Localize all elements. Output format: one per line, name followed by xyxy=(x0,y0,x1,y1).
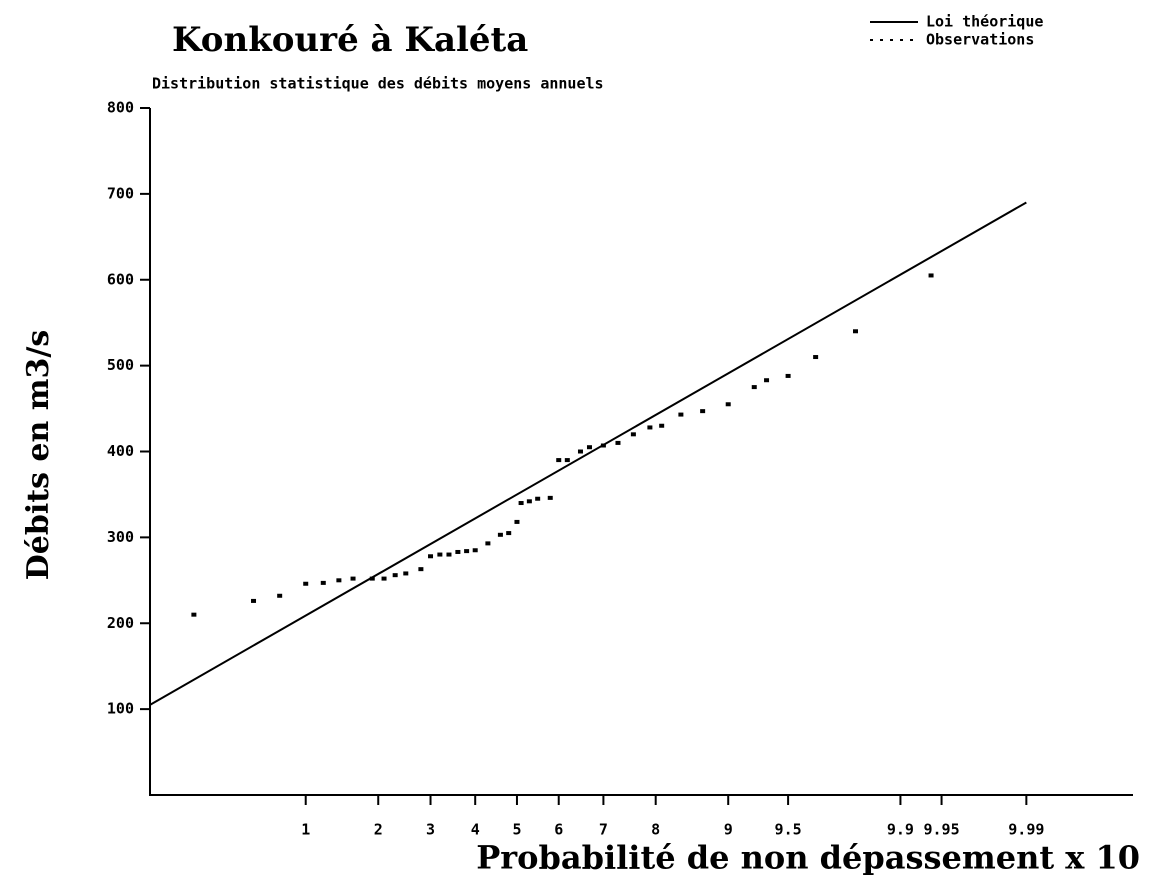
observation xyxy=(600,443,606,448)
x-tick-label: 1 xyxy=(301,821,310,839)
y-tick-label: 600 xyxy=(107,270,134,288)
observation xyxy=(547,495,553,500)
observation xyxy=(497,532,503,537)
observation xyxy=(446,552,452,557)
observation xyxy=(381,576,387,581)
observation xyxy=(506,531,512,536)
observation xyxy=(514,519,520,524)
observation xyxy=(437,552,443,557)
observation xyxy=(251,598,257,603)
observation xyxy=(191,612,197,617)
observation xyxy=(700,409,706,414)
legend-label: Observations xyxy=(926,31,1034,49)
y-axis-label: Débits en m3/s xyxy=(21,330,56,580)
x-axis-label: Probabilité de non dépassement x 10 xyxy=(476,839,1140,877)
y-tick-label: 400 xyxy=(107,442,134,460)
observation xyxy=(303,581,309,586)
observation xyxy=(418,567,424,572)
observation xyxy=(403,571,409,576)
x-tick-label: 7 xyxy=(599,821,608,839)
x-tick-label: 9.9 xyxy=(887,821,914,839)
x-tick-label: 9.5 xyxy=(775,821,802,839)
observation xyxy=(369,576,375,581)
y-tick-label: 100 xyxy=(107,700,134,718)
observation xyxy=(751,385,757,390)
observation xyxy=(518,501,524,506)
x-tick-label: 3 xyxy=(426,821,435,839)
observation xyxy=(320,580,326,585)
observation xyxy=(526,499,532,504)
observation xyxy=(928,273,934,278)
y-tick-label: 200 xyxy=(107,614,134,632)
observation xyxy=(615,440,621,445)
observation xyxy=(564,458,570,463)
observation xyxy=(556,458,562,463)
observation xyxy=(350,576,356,581)
observation xyxy=(678,412,684,417)
observation xyxy=(725,402,731,407)
chart-title: Konkouré à Kaléta xyxy=(172,20,528,60)
observation xyxy=(277,593,283,598)
observation xyxy=(630,432,636,437)
observation xyxy=(392,573,398,578)
observation xyxy=(336,578,342,583)
x-tick-label: 9 xyxy=(724,821,733,839)
x-tick-label: 2 xyxy=(374,821,383,839)
observation xyxy=(428,554,434,559)
observation xyxy=(464,549,470,554)
observation xyxy=(659,423,665,428)
x-tick-label: 6 xyxy=(554,821,563,839)
x-tick-label: 9.95 xyxy=(923,821,959,839)
legend-label: Loi théorique xyxy=(926,13,1043,31)
y-tick-label: 300 xyxy=(107,528,134,546)
x-tick-label: 5 xyxy=(512,821,521,839)
observation xyxy=(853,329,859,334)
y-tick-label: 800 xyxy=(107,99,134,117)
observation xyxy=(472,548,478,553)
observation xyxy=(485,541,491,546)
observation xyxy=(647,425,653,430)
x-tick-label: 4 xyxy=(471,821,480,839)
observation xyxy=(764,378,770,383)
x-tick-label: 9.99 xyxy=(1008,821,1044,839)
observation xyxy=(577,449,583,454)
observation xyxy=(813,355,819,360)
observation xyxy=(455,549,461,554)
x-tick-label: 8 xyxy=(651,821,660,839)
y-tick-label: 500 xyxy=(107,356,134,374)
observation xyxy=(586,445,592,450)
observation xyxy=(535,496,541,501)
theory-line xyxy=(149,201,1027,706)
y-tick-label: 700 xyxy=(107,184,134,202)
chart-subtitle: Distribution statistique des débits moye… xyxy=(152,75,604,93)
observation xyxy=(785,373,791,378)
